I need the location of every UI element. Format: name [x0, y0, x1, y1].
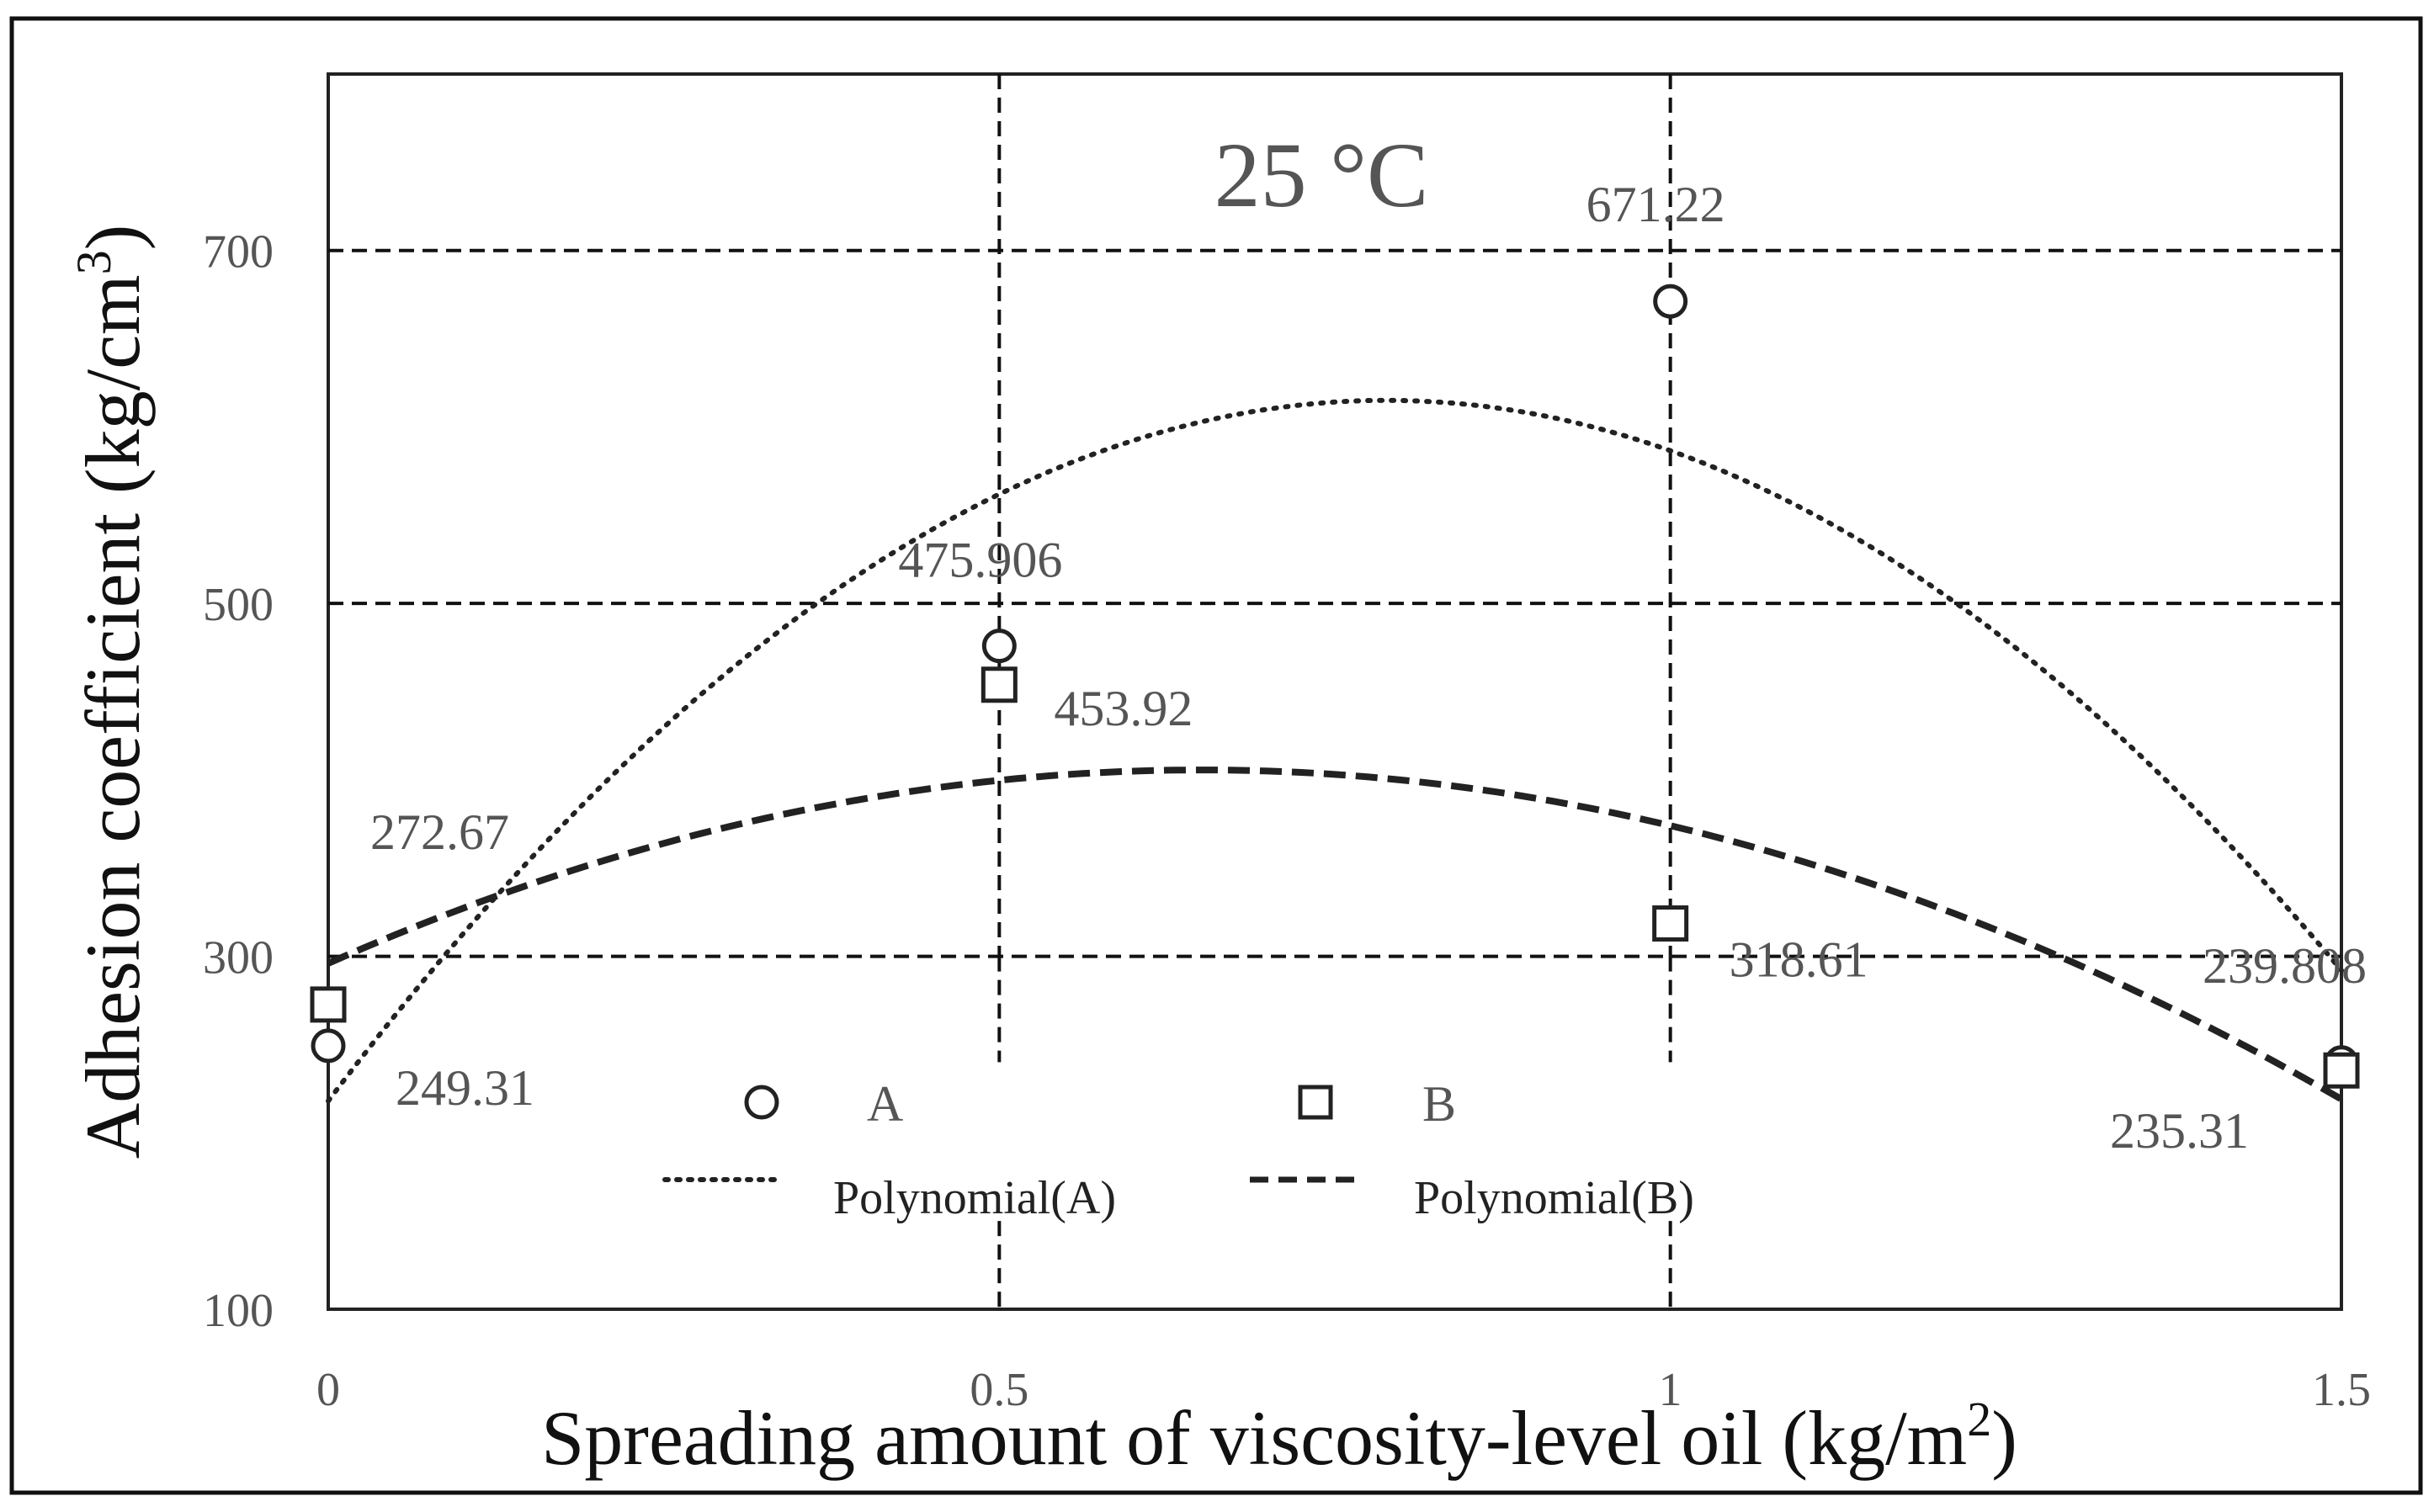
legend-symbol-a: [744, 1085, 779, 1120]
y-axis-title: Adhesion coefficient (kg/cm3): [66, 225, 156, 1159]
y-tick-label: 500: [203, 579, 274, 631]
markers: [310, 284, 2360, 1089]
outer-frame: [9, 16, 2423, 1495]
marker-a-1: [981, 629, 1017, 664]
y-axis-title-end: ): [70, 225, 156, 251]
legend-label-poly-b: Polynomial(B): [1414, 1172, 1694, 1224]
y-tick-label: 100: [203, 1285, 274, 1337]
x-tick-label: 0: [316, 1364, 340, 1416]
ticks: 0 0.5 1 1.5 100 300 500 700: [203, 226, 2371, 1416]
y-tick-label: 300: [203, 932, 274, 984]
marker-b-1: [981, 666, 1018, 703]
data-label-a-2: 671.22: [1586, 177, 1725, 232]
data-label-b-3: 235.31: [2110, 1103, 2249, 1159]
y-axis-title-main: Adhesion coefficient (kg/cm: [70, 274, 156, 1159]
x-tick-label: 1: [1659, 1364, 1682, 1416]
legend-label-poly-a: Polynomial(A): [833, 1172, 1116, 1224]
trendline-a: [326, 397, 2344, 1104]
x-axis-title-sup: 2: [1967, 1392, 1991, 1446]
marker-b-3: [2323, 1052, 2360, 1089]
x-tick-label: 1.5: [2312, 1364, 2371, 1416]
legend: A B Polynomial(A) Polynomial(B): [662, 1076, 1694, 1224]
y-tick-label: 700: [203, 226, 274, 279]
marker-a-0: [311, 1028, 346, 1064]
data-label-a-1: 475.906: [898, 533, 1062, 588]
data-label-b-2: 318.61: [1730, 932, 1868, 988]
marker-a-2: [1653, 284, 1688, 319]
data-label-a-3: 239.808: [2203, 938, 2367, 994]
marker-b-0: [310, 986, 347, 1023]
x-axis-title-main: Spreading amount of viscosity-level oil …: [541, 1395, 1967, 1481]
x-tick-label: 0.5: [970, 1364, 1028, 1416]
trendline-b: [327, 767, 2343, 1102]
legend-label-b: B: [1422, 1076, 1456, 1132]
chart-title: 25 °C: [1214, 124, 1429, 226]
y-axis-title-sup: 3: [66, 250, 121, 274]
data-label-a-0: 249.31: [396, 1060, 534, 1116]
data-labels: 249.31 475.906 671.22 239.808 272.67 453.92 31…: [370, 177, 2367, 1159]
grid: [328, 74, 2341, 1309]
data-label-b-1: 453.92: [1054, 681, 1193, 736]
legend-label-a: A: [867, 1076, 903, 1132]
x-axis-title: Spreading amount of viscosity-level oil …: [541, 1392, 2017, 1481]
marker-b-2: [1652, 905, 1689, 942]
plot-area: [327, 72, 2343, 1311]
data-label-b-0: 272.67: [370, 804, 509, 860]
legend-symbol-b: [1298, 1085, 1333, 1120]
trendlines: [326, 397, 2344, 1104]
x-axis-title-end: ): [1991, 1395, 2017, 1481]
